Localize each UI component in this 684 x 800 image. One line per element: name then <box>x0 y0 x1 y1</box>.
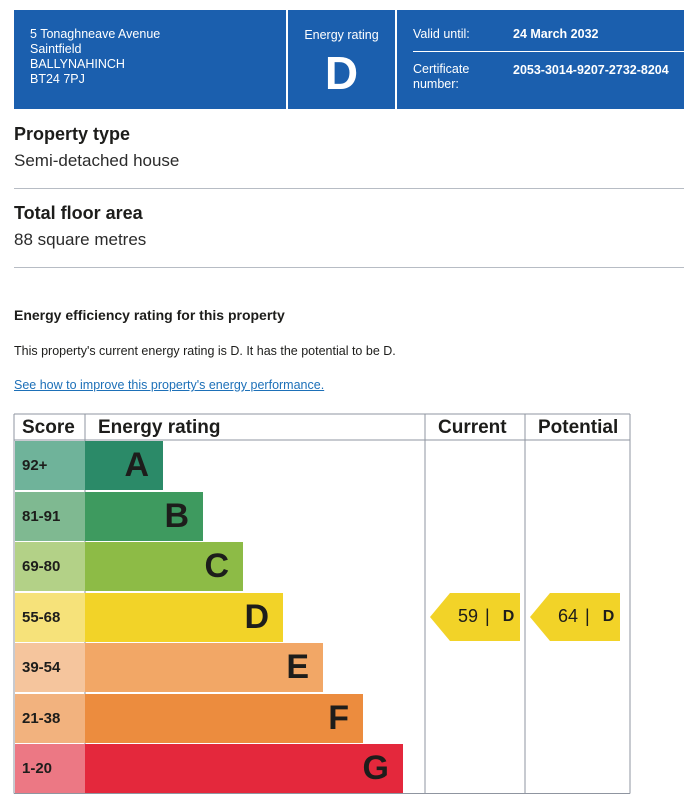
current-rating-marker-letter: D <box>502 607 515 625</box>
address-block: 5 Tonaghneave Avenue Saintfield BALLYNAH… <box>14 10 286 109</box>
energy-rating-label: Energy rating <box>304 28 379 42</box>
column-header-potential: Potential <box>538 417 619 438</box>
potential-rating-marker-score: 64 <box>558 606 579 626</box>
certificate-number-label: Certificate number: <box>413 62 470 91</box>
address-line-3: BALLYNAHINCH <box>30 57 125 71</box>
valid-until-label: Valid until: <box>413 27 470 41</box>
current-rating-marker-arrow <box>430 592 520 641</box>
band-bar-a: A <box>85 441 163 490</box>
band-bar-d: D <box>85 592 283 642</box>
potential-rating-marker-letter: D <box>602 607 615 625</box>
efficiency-title: Energy efficiency rating for this proper… <box>14 307 285 323</box>
score-cell-a: 92+ <box>15 441 85 490</box>
current-rating-marker-score: 59 <box>458 606 479 626</box>
potential-rating-marker-separator: | <box>585 606 590 626</box>
band-bar-g: G <box>85 744 403 793</box>
current-rating-marker-separator: | <box>485 606 490 626</box>
efficiency-summary: This property's current energy rating is… <box>14 344 396 358</box>
divider <box>14 267 684 268</box>
score-cell-c: 69-80 <box>15 542 85 591</box>
address-line-4: BT24 7PJ <box>30 72 85 86</box>
potential-rating-marker: 64 | D <box>530 592 620 641</box>
property-type-heading: Property type <box>14 124 131 144</box>
score-cell-e: 39-54 <box>15 643 85 692</box>
column-header-score: Score <box>22 417 75 438</box>
validity-block: Valid until: 24 March 2032 Certificate n… <box>397 10 684 109</box>
band-bar-c: C <box>85 542 243 591</box>
band-bar-b: B <box>85 491 203 541</box>
divider <box>14 188 684 189</box>
energy-rating-block: Energy rating D <box>288 10 395 109</box>
column-header-energy-rating: Energy rating <box>98 417 221 438</box>
valid-until-row: Valid until: 24 March 2032 <box>413 10 684 52</box>
score-cell-b: 81-91 <box>15 491 85 541</box>
address-line-2: Saintfield <box>30 42 82 56</box>
score-cell-g: 1-20 <box>15 744 85 793</box>
potential-rating-marker-arrow <box>530 592 620 641</box>
energy-rating-letter: D <box>324 47 359 99</box>
certificate-header: 5 Tonaghneave Avenue Saintfield BALLYNAH… <box>14 10 684 109</box>
floor-area-value: 88 square metres <box>14 230 147 249</box>
current-rating-marker-shape <box>430 592 520 641</box>
current-rating-marker: 59 | D <box>430 592 520 641</box>
column-header-current: Current <box>438 417 507 438</box>
address-line-1: 5 Tonaghneave Avenue <box>30 27 161 41</box>
band-bar-f: F <box>85 693 363 743</box>
score-cell-d: 55-68 <box>15 592 85 642</box>
floor-area-heading: Total floor area <box>14 203 143 223</box>
property-type-value: Semi-detached house <box>14 151 180 170</box>
band-bar-e: E <box>85 643 323 692</box>
potential-rating-marker-shape <box>530 592 620 641</box>
certificate-number-value: 2053-3014-9207-2732-8204 <box>513 63 669 77</box>
improve-performance-link[interactable]: See how to improve this property's energ… <box>14 378 325 392</box>
score-cell-f: 21-38 <box>15 693 85 743</box>
valid-until-value: 24 March 2032 <box>513 27 599 41</box>
